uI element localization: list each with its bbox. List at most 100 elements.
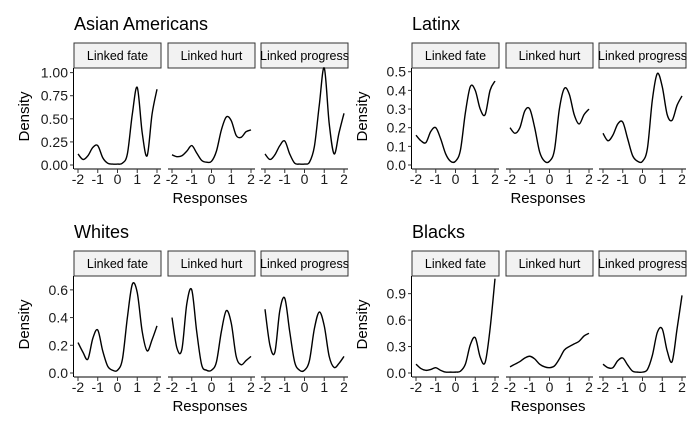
x-tick-label: -1 (617, 171, 630, 187)
x-tick-label: -2 (166, 171, 179, 187)
density-curve-linked-hurt (171, 115, 252, 164)
y-tick-label: 0.5 (387, 64, 407, 80)
facet-strip (598, 250, 687, 277)
x-tick-label: -2 (504, 379, 517, 395)
x-tick-label: 0 (208, 379, 216, 395)
x-tick-label: 0 (639, 379, 647, 395)
density-curve-linked-hurt (171, 287, 252, 372)
chart-title: Asian Americans (74, 14, 208, 34)
y-tick-label: 0.0 (49, 365, 69, 381)
x-tick-label: 2 (585, 379, 593, 395)
y-tick-label: 0.0 (387, 157, 407, 173)
x-tick-label: 0 (546, 379, 554, 395)
x-tick-label: -1 (617, 379, 630, 395)
facet-strip (73, 42, 162, 69)
x-tick-label: 0 (114, 171, 122, 187)
x-tick-label: 0 (546, 171, 554, 187)
chart-title: Whites (74, 222, 129, 242)
x-tick-label: -2 (597, 171, 610, 187)
facet-strip (73, 250, 162, 277)
x-tick-label: 2 (678, 379, 686, 395)
facet-strip-label: Linked fate (87, 49, 148, 63)
facet-panel-linked-progress: Linked progress -2 -1 0 1 2 (597, 250, 687, 395)
x-tick-label: -2 (410, 379, 423, 395)
x-tick-label: 1 (471, 379, 479, 395)
facet-panel-linked-fate: Linked fate -2 -1 0 1 2 (410, 42, 500, 187)
density-curve-linked-progress (602, 72, 683, 164)
facet-strip (260, 250, 349, 277)
x-axis-title: Responses (172, 190, 247, 207)
x-tick-label: -2 (504, 171, 517, 187)
y-tick-label: 0.50 (41, 111, 68, 127)
x-tick-label: -2 (72, 379, 85, 395)
facet-strip (260, 42, 349, 69)
x-tick-label: -2 (72, 171, 85, 187)
x-tick-label: -1 (186, 171, 199, 187)
x-tick-label: 1 (133, 379, 141, 395)
y-tick-label: 0.00 (41, 157, 68, 173)
facet-panel-linked-hurt: Linked hurt -2 -1 0 1 2 (504, 250, 594, 395)
x-tick-label: 2 (585, 171, 593, 187)
facet-strip-label: Linked fate (425, 257, 486, 271)
x-tick-label: 0 (114, 379, 122, 395)
x-tick-label: 1 (471, 171, 479, 187)
facet-strip-label: Linked progress (598, 49, 687, 63)
x-tick-label: 1 (565, 171, 573, 187)
y-tick-label: 0.4 (49, 310, 69, 326)
x-tick-label: -2 (259, 379, 272, 395)
facet-panel-linked-progress: Linked progress -2 -1 0 1 2 (259, 250, 349, 395)
y-tick-label: 0.9 (387, 286, 407, 302)
x-tick-label: 2 (340, 171, 348, 187)
x-tick-label: 0 (452, 171, 460, 187)
density-curve-linked-progress (264, 67, 345, 165)
y-tick-label: 0.1 (387, 138, 407, 154)
x-tick-label: 1 (658, 379, 666, 395)
facet-panel-linked-progress: Linked progress -2 -1 0 1 2 (597, 42, 687, 187)
x-tick-label: 2 (247, 171, 255, 187)
facet-strip-label: Linked hurt (519, 49, 581, 63)
facet-panel-linked-hurt: Linked hurt -2 -1 0 1 2 (166, 42, 256, 187)
density-curve-linked-fate (77, 86, 158, 165)
x-tick-label: 2 (153, 379, 161, 395)
x-tick-label: 2 (247, 379, 255, 395)
x-tick-label: -1 (186, 379, 199, 395)
y-tick-label: 0.3 (387, 339, 407, 355)
chart-title: Blacks (412, 222, 465, 242)
x-tick-label: -1 (524, 379, 537, 395)
chart-title: Latinx (412, 14, 460, 34)
x-axis-title: Responses (510, 190, 585, 207)
y-tick-label: 0.25 (41, 134, 68, 150)
x-tick-label: -2 (410, 171, 423, 187)
x-tick-label: -1 (92, 171, 105, 187)
facet-strip-label: Linked hurt (181, 49, 243, 63)
x-tick-label: 1 (227, 379, 235, 395)
x-tick-label: -2 (259, 171, 272, 187)
y-tick-label: 0.2 (387, 120, 407, 136)
x-tick-label: 2 (340, 379, 348, 395)
density-curve-linked-fate (415, 80, 496, 164)
y-tick-label: 0.3 (387, 101, 407, 117)
density-curve-linked-progress (264, 296, 345, 373)
density-curve-linked-fate (415, 278, 496, 373)
x-tick-label: -1 (92, 379, 105, 395)
y-tick-label: 0.6 (387, 312, 407, 328)
facet-strip (167, 42, 256, 69)
x-axis-title: Responses (510, 398, 585, 415)
y-tick-label: 0.0 (387, 365, 407, 381)
facet-panel-linked-fate: Linked fate -2 -1 0 1 2 (72, 250, 162, 395)
x-tick-label: 2 (491, 379, 499, 395)
x-tick-label: 1 (565, 379, 573, 395)
x-tick-label: 0 (301, 171, 309, 187)
x-tick-label: 1 (227, 171, 235, 187)
facet-strip (411, 42, 500, 69)
facet-strip (411, 250, 500, 277)
facet-strip-label: Linked fate (425, 49, 486, 63)
x-tick-label: 0 (301, 379, 309, 395)
x-tick-label: 1 (658, 171, 666, 187)
density-curve-linked-hurt (509, 332, 590, 369)
facet-strip-label: Linked progress (260, 49, 349, 63)
x-tick-label: 1 (133, 171, 141, 187)
